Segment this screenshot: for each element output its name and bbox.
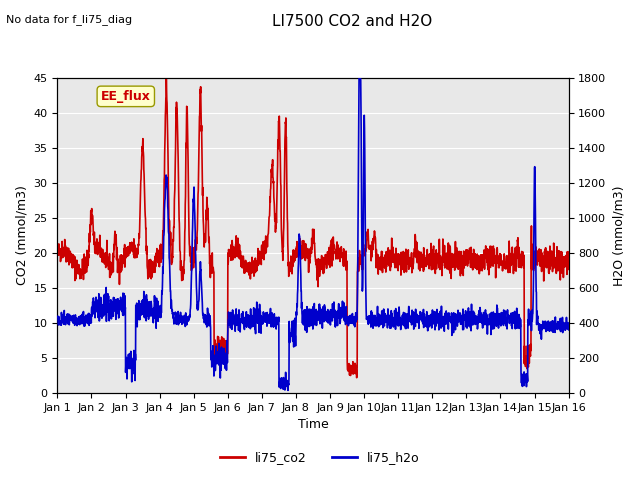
Y-axis label: CO2 (mmol/m3): CO2 (mmol/m3) (15, 186, 28, 286)
Text: No data for f_li75_diag: No data for f_li75_diag (6, 14, 132, 25)
Text: EE_flux: EE_flux (101, 90, 151, 103)
X-axis label: Time: Time (298, 419, 328, 432)
Legend: li75_co2, li75_h2o: li75_co2, li75_h2o (215, 446, 425, 469)
Text: LI7500 CO2 and H2O: LI7500 CO2 and H2O (272, 14, 432, 29)
Y-axis label: H2O (mmol/m3): H2O (mmol/m3) (612, 185, 625, 286)
